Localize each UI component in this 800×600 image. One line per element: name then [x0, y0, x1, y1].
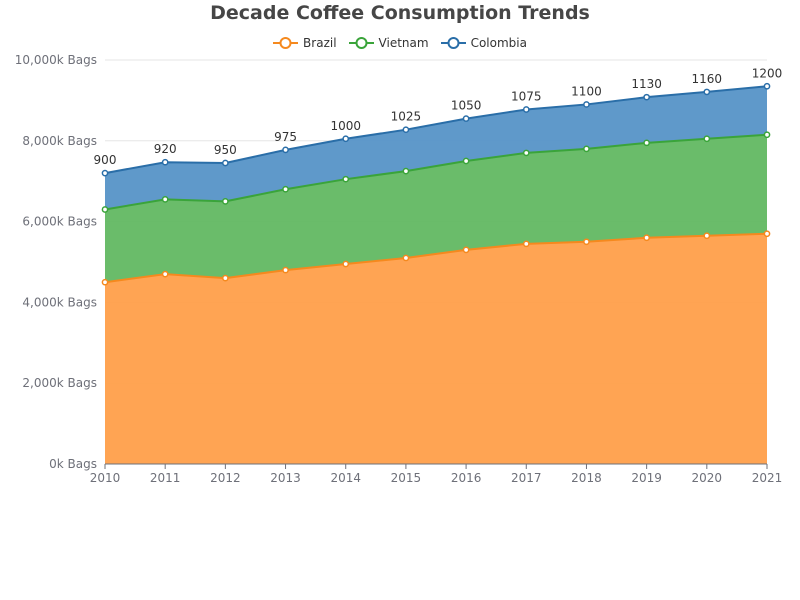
legend-label: Vietnam [378, 36, 429, 50]
data-label: 1000 [330, 119, 361, 133]
data-label: 1200 [752, 66, 783, 80]
point-brazil [161, 270, 169, 278]
point-brazil [643, 234, 650, 242]
data-label: 900 [94, 153, 117, 167]
point-vietnam [222, 198, 229, 205]
x-tick-label: 2019 [631, 471, 662, 485]
y-tick-label: 0k Bags [49, 457, 97, 471]
y-tick-label: 10,000k Bags [15, 53, 97, 67]
y-tick-label: 8,000k Bags [22, 134, 97, 148]
point-brazil [522, 240, 530, 248]
point-brazil [583, 238, 590, 246]
data-label: 975 [274, 130, 297, 144]
point-colombia [703, 88, 711, 96]
point-vietnam [763, 131, 771, 139]
data-label: 1130 [631, 77, 662, 91]
point-brazil [763, 230, 771, 238]
point-vietnam [462, 157, 470, 165]
point-vietnam [703, 135, 711, 143]
point-colombia [643, 93, 650, 101]
legend-marker-icon [348, 37, 374, 49]
point-colombia [402, 126, 410, 134]
x-tick-label: 2015 [391, 471, 422, 485]
data-label: 1050 [451, 99, 482, 113]
point-colombia [101, 169, 109, 177]
point-brazil [101, 278, 109, 286]
point-brazil [462, 246, 470, 254]
area-vietnam [105, 134, 767, 283]
x-tick-label: 2020 [692, 471, 723, 485]
y-tick-label: 6,000k Bags [22, 215, 97, 229]
x-tick-label: 2012 [210, 471, 241, 485]
point-brazil [282, 266, 289, 274]
point-brazil [222, 274, 229, 282]
legend-item-brazil[interactable]: Brazil [273, 36, 337, 50]
point-vietnam [402, 167, 410, 175]
x-tick-label: 2017 [511, 471, 542, 485]
x-tick-label: 2018 [571, 471, 602, 485]
x-tick-label: 2010 [90, 471, 121, 485]
line-brazil [104, 232, 768, 284]
point-vietnam [643, 139, 650, 147]
point-colombia [462, 115, 470, 122]
y-tick-label: 2,000k Bags [22, 376, 97, 390]
point-colombia [161, 158, 169, 166]
point-brazil [402, 254, 410, 262]
point-vietnam [101, 206, 109, 213]
legend-item-colombia[interactable]: Colombia [440, 36, 527, 50]
area-brazil [105, 233, 767, 464]
x-tick-label: 2013 [270, 471, 301, 485]
data-label: 920 [154, 142, 177, 156]
point-vietnam [522, 149, 530, 157]
point-colombia [763, 82, 771, 90]
point-vietnam [583, 145, 590, 153]
x-tick-label: 2016 [451, 471, 482, 485]
line-vietnam [104, 133, 768, 211]
point-vietnam [161, 196, 169, 203]
area-colombia [105, 86, 767, 210]
legend-marker-icon [273, 37, 299, 49]
point-colombia [282, 146, 289, 154]
legend-item-vietnam[interactable]: Vietnam [348, 36, 429, 50]
point-colombia [522, 106, 530, 113]
point-colombia [583, 101, 590, 108]
point-colombia [342, 135, 350, 143]
legend: Brazil Vietnam Colombia [0, 36, 800, 50]
data-label: 950 [214, 143, 237, 157]
chart-title: Decade Coffee Consumption Trends [210, 2, 590, 24]
point-vietnam [342, 175, 350, 183]
line-colombia [104, 85, 768, 175]
x-tick-label: 2014 [330, 471, 361, 485]
x-tick-label: 2021 [752, 471, 783, 485]
x-tick-label: 2011 [150, 471, 181, 485]
legend-marker-icon [440, 37, 466, 49]
data-label: 1160 [692, 72, 723, 86]
y-tick-label: 4,000k Bags [22, 295, 97, 309]
point-colombia [222, 159, 229, 167]
data-label: 1075 [511, 89, 542, 103]
data-label: 1025 [391, 110, 422, 124]
data-label: 1100 [571, 84, 602, 98]
point-brazil [703, 232, 711, 240]
legend-label: Brazil [303, 36, 337, 50]
point-vietnam [282, 185, 289, 193]
legend-label: Colombia [470, 36, 527, 50]
point-brazil [342, 260, 350, 268]
